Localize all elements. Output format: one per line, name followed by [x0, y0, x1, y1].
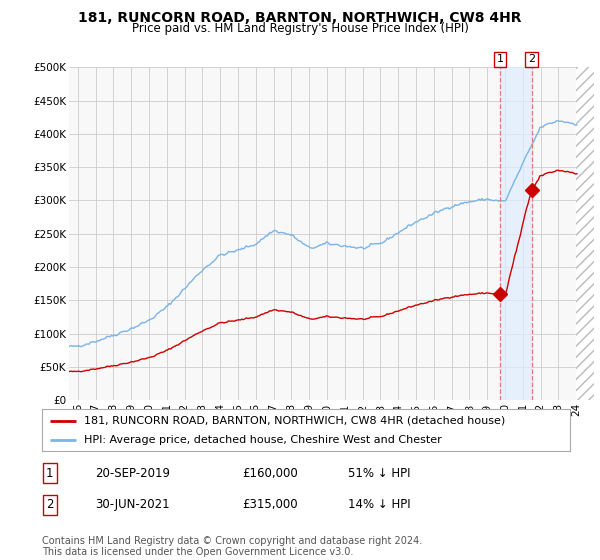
Text: 181, RUNCORN ROAD, BARNTON, NORTHWICH, CW8 4HR: 181, RUNCORN ROAD, BARNTON, NORTHWICH, C…: [78, 11, 522, 25]
Text: 2: 2: [528, 54, 535, 64]
Text: Price paid vs. HM Land Registry's House Price Index (HPI): Price paid vs. HM Land Registry's House …: [131, 22, 469, 35]
Text: £160,000: £160,000: [242, 466, 298, 480]
Bar: [576, 67, 600, 400]
Text: 1: 1: [46, 466, 53, 480]
Text: £315,000: £315,000: [242, 498, 298, 511]
Text: 2: 2: [46, 498, 53, 511]
Text: 51% ↓ HPI: 51% ↓ HPI: [348, 466, 411, 480]
Text: 14% ↓ HPI: 14% ↓ HPI: [348, 498, 411, 511]
Text: Contains HM Land Registry data © Crown copyright and database right 2024.
This d: Contains HM Land Registry data © Crown c…: [42, 535, 422, 557]
Bar: [576, 67, 600, 400]
Text: 181, RUNCORN ROAD, BARNTON, NORTHWICH, CW8 4HR (detached house): 181, RUNCORN ROAD, BARNTON, NORTHWICH, C…: [84, 416, 505, 426]
Text: 30-JUN-2021: 30-JUN-2021: [95, 498, 169, 511]
Text: 1: 1: [497, 54, 503, 64]
Bar: [500, 67, 532, 400]
Text: 20-SEP-2019: 20-SEP-2019: [95, 466, 170, 480]
Text: HPI: Average price, detached house, Cheshire West and Chester: HPI: Average price, detached house, Ches…: [84, 435, 442, 445]
